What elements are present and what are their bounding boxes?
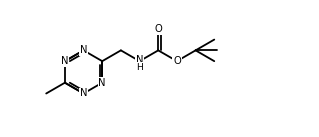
- Text: N: N: [80, 89, 87, 99]
- Text: H: H: [136, 62, 143, 72]
- Text: N: N: [61, 56, 69, 66]
- Text: N: N: [99, 78, 106, 88]
- Text: O: O: [154, 24, 162, 34]
- Text: N: N: [80, 45, 87, 55]
- Text: O: O: [173, 56, 181, 66]
- Text: N: N: [136, 55, 143, 65]
